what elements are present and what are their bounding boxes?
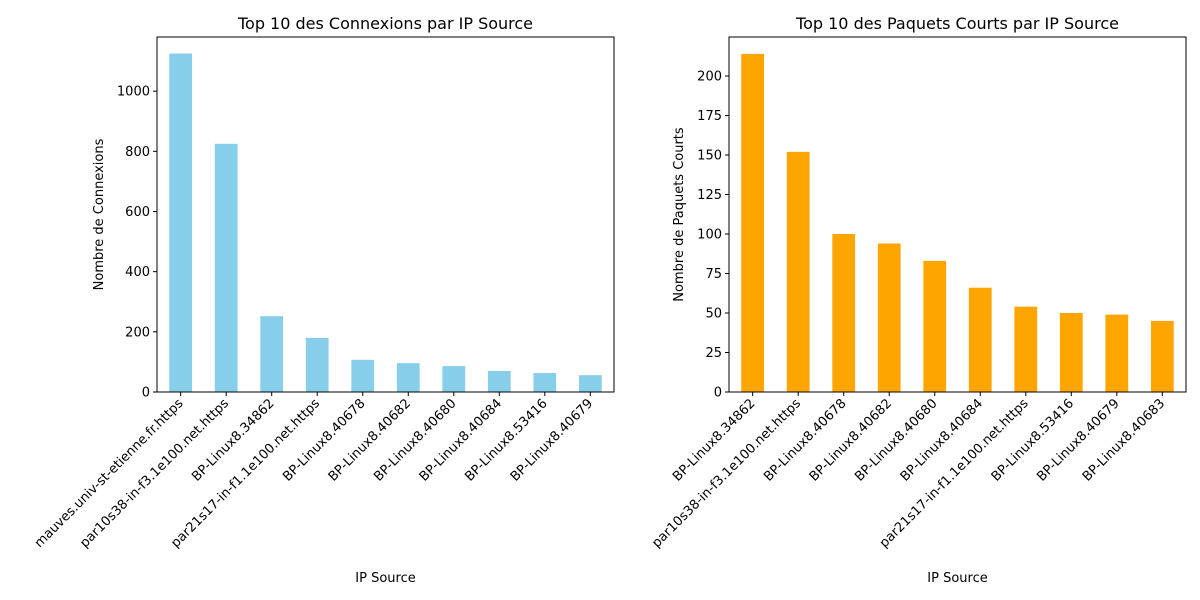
y-ticks: 0 200 400 600 800 1000 — [117, 85, 157, 401]
x-tick-label: BP-Linux8.40682 — [326, 396, 414, 484]
bar — [578, 375, 602, 392]
x-ticks: mauves.univ-st-etienne.fr.httpspar10s38-… — [32, 392, 596, 551]
x-tick-label: BP-Linux8.40678 — [280, 396, 368, 484]
x-axis-label: IP Source — [927, 571, 987, 586]
y-axis-label: Nombre de Connexions — [92, 138, 107, 290]
bar — [442, 366, 466, 392]
bar — [1059, 313, 1083, 392]
bar — [968, 287, 992, 392]
x-tick-label: BP-Linux8.53416 — [462, 396, 550, 484]
y-tick-label: 175 — [697, 109, 722, 124]
chart-title: Top 10 des Paquets Courts par IP Source — [795, 14, 1119, 33]
bar — [487, 370, 511, 392]
x-tick-label: BP-Linux8.53416 — [989, 396, 1077, 484]
bars — [169, 53, 602, 393]
bar — [214, 143, 238, 392]
y-tick-label: 125 — [697, 188, 722, 203]
y-tick-label: 25 — [705, 346, 722, 361]
x-tick-label: BP-Linux8.40680 — [371, 396, 459, 484]
x-tick-label: BP-Linux8.40679 — [1034, 396, 1122, 484]
bar — [351, 359, 375, 392]
bar — [786, 151, 810, 392]
plot-frame — [728, 36, 1187, 393]
x-tick-label: BP-Linux8.40682 — [807, 396, 895, 484]
plot-frame — [156, 36, 615, 393]
y-tick-label: 0 — [714, 386, 722, 401]
bar — [1014, 306, 1038, 392]
bar — [169, 53, 193, 393]
x-tick-label: BP-Linux8.40684 — [417, 396, 505, 484]
y-tick-label: 1000 — [117, 85, 150, 100]
y-tick-label: 200 — [697, 70, 722, 85]
y-tick-label: 400 — [125, 265, 150, 280]
chart-paquets-courts: Top 10 des Paquets Courts par IP Source … — [649, 14, 1187, 586]
y-tick-label: 600 — [125, 205, 150, 220]
bar — [741, 53, 765, 393]
x-axis-label: IP Source — [355, 571, 415, 586]
y-tick-label: 100 — [697, 228, 722, 243]
x-tick-label: BP-Linux8.40679 — [508, 396, 596, 484]
bar — [1105, 314, 1129, 392]
bars — [741, 53, 1174, 393]
x-ticks: BP-Linux8.34862par10s38-in-f3.1e100.net.… — [649, 392, 1168, 551]
bar — [877, 243, 901, 392]
x-tick-label: BP-Linux8.34862 — [189, 396, 277, 484]
bar — [832, 234, 856, 392]
y-ticks: 0 25 50 75 100 125 150 175 200 — [697, 70, 729, 401]
bar — [533, 373, 557, 392]
chart-connexions: Top 10 des Connexions par IP Source IP S… — [32, 14, 615, 586]
x-tick-label: BP-Linux8.40680 — [852, 396, 940, 484]
x-tick-label: BP-Linux8.40678 — [761, 396, 849, 484]
x-tick-label: BP-Linux8.40684 — [898, 396, 986, 484]
bar — [923, 260, 947, 392]
y-tick-label: 800 — [125, 145, 150, 160]
y-axis-label: Nombre de Paquets Courts — [672, 127, 687, 302]
chart-title: Top 10 des Connexions par IP Source — [237, 14, 533, 33]
y-tick-label: 50 — [705, 307, 722, 322]
y-tick-label: 0 — [142, 386, 150, 401]
bar — [260, 316, 284, 392]
x-tick-label: BP-Linux8.40683 — [1080, 396, 1168, 484]
y-tick-label: 200 — [125, 325, 150, 340]
bar — [305, 337, 329, 392]
x-tick-label: BP-Linux8.34862 — [670, 396, 758, 484]
bar — [1150, 320, 1174, 392]
y-tick-label: 150 — [697, 149, 722, 164]
bar — [396, 363, 420, 392]
y-tick-label: 75 — [705, 267, 722, 282]
